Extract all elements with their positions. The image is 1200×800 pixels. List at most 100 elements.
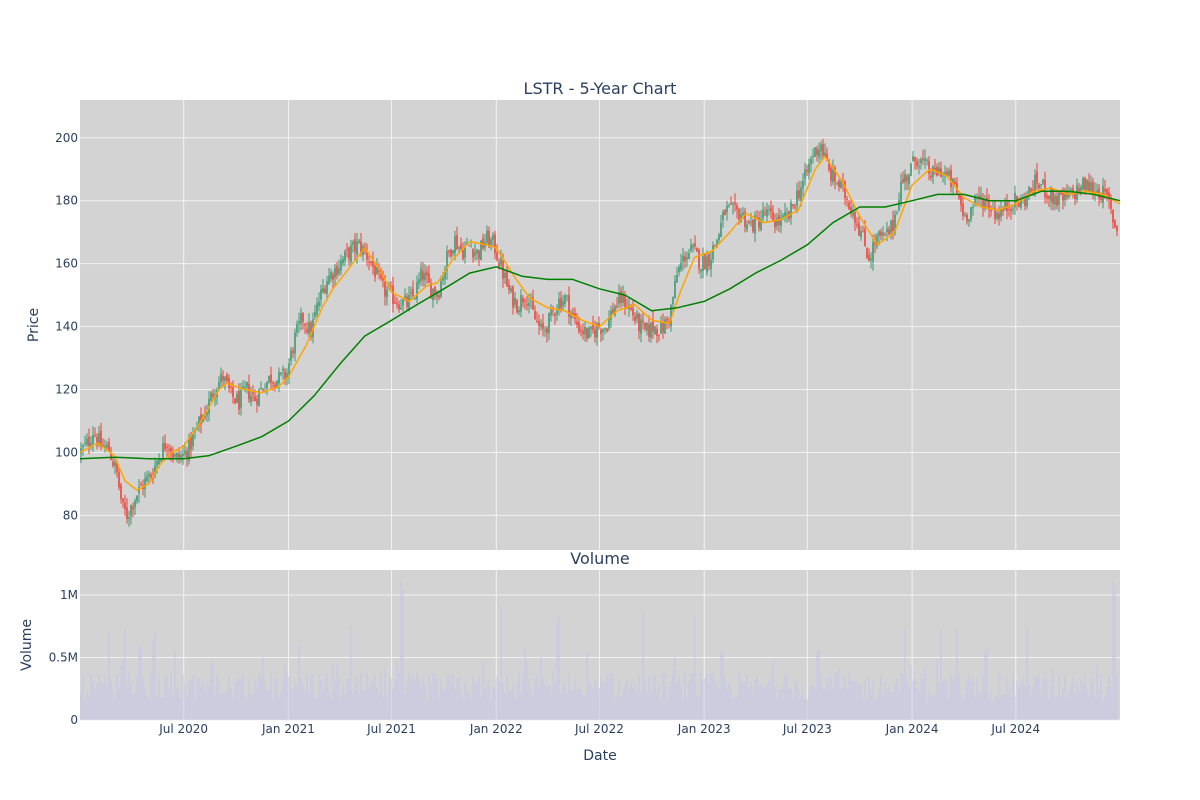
candle-body [228, 378, 230, 389]
candle-body [560, 297, 562, 309]
candle-body [1050, 186, 1052, 202]
candle-body [460, 244, 462, 250]
candle-body [346, 248, 348, 250]
volume-bar [686, 697, 688, 720]
volume-bar [712, 673, 714, 720]
candle-body [672, 297, 674, 305]
candle-body [620, 290, 622, 303]
volume-bar [114, 699, 116, 720]
candle-body [1084, 177, 1086, 190]
volume-bar [1104, 696, 1106, 720]
volume-bar [370, 681, 372, 720]
candle-body [728, 205, 730, 207]
candle-body [676, 275, 678, 283]
volume-bar [334, 680, 336, 720]
volume-bar [982, 675, 984, 720]
volume-bar [818, 649, 820, 720]
volume-bar [868, 675, 870, 720]
volume-bar [926, 700, 928, 720]
candle-body [854, 211, 856, 223]
volume-bar [640, 693, 642, 720]
volume-bar [376, 688, 378, 720]
candle-body [156, 461, 158, 466]
candle-body [322, 287, 324, 293]
candle-body [972, 206, 974, 209]
volume-bar [152, 639, 154, 720]
volume-bar [446, 675, 448, 720]
volume-bar [468, 692, 470, 720]
volume-bar [398, 673, 400, 720]
candle-body [1048, 195, 1050, 200]
candle-body [654, 326, 656, 335]
volume-bar [778, 689, 780, 720]
candle-body [164, 443, 166, 450]
candle-body [856, 224, 858, 226]
candle-body [352, 241, 354, 245]
volume-bar [440, 679, 442, 720]
volume-bar [886, 690, 888, 720]
volume-bar [892, 691, 894, 720]
volume-bar [1040, 694, 1042, 720]
volume-bar [288, 676, 290, 720]
candle-body [926, 160, 928, 162]
candle-body [474, 251, 476, 256]
candle-body [618, 292, 620, 304]
volume-bar [400, 582, 402, 720]
volume-bar [182, 673, 184, 720]
volume-bar [1054, 697, 1056, 720]
volume-bar [720, 652, 722, 720]
volume-bar [460, 691, 462, 720]
volume-bar [666, 700, 668, 720]
volume-bar [276, 677, 278, 720]
candle-body [356, 241, 358, 255]
candle-body [860, 231, 862, 238]
volume-bar [332, 663, 334, 720]
volume-bar [690, 673, 692, 720]
volume-bar [774, 687, 776, 720]
volume-bar [626, 679, 628, 720]
volume-bar [586, 653, 588, 720]
candle-body [130, 505, 132, 516]
volume-bar [542, 676, 544, 720]
volume-bar [90, 674, 92, 720]
candle-body [386, 290, 388, 298]
candle-body [812, 155, 814, 157]
volume-bar [92, 681, 94, 720]
volume-bar [128, 673, 130, 720]
volume-bar [1068, 691, 1070, 720]
volume-bar [320, 680, 322, 720]
candle-body [188, 437, 190, 461]
volume-bar [352, 694, 354, 720]
candle-body [92, 434, 94, 444]
candle-body [100, 430, 102, 448]
candle-body [904, 174, 906, 183]
volume-bar [718, 688, 720, 720]
volume-bar [808, 693, 810, 720]
candle-body [710, 259, 712, 269]
candle-body [948, 170, 950, 176]
volume-bar [358, 692, 360, 720]
candle-body [1116, 225, 1118, 232]
candle-body [320, 289, 322, 300]
volume-bar [744, 681, 746, 720]
volume-bar [1088, 696, 1090, 720]
candle-body [820, 144, 822, 152]
volume-bar [948, 697, 950, 720]
candle-body [404, 295, 406, 298]
volume-bar [844, 676, 846, 720]
volume-bar [796, 683, 798, 720]
candle-body [332, 274, 334, 280]
volume-bar [642, 610, 644, 720]
candle-body [1010, 209, 1012, 212]
volume-bar [1064, 675, 1066, 720]
volume-y-tick-label: 0.5M [49, 651, 78, 665]
volume-bar [142, 677, 144, 720]
volume-bar [330, 698, 332, 720]
volume-bar [566, 693, 568, 720]
volume-bar [704, 677, 706, 720]
volume-bar [1106, 687, 1108, 720]
candle-body [582, 331, 584, 334]
volume-bar [728, 682, 730, 720]
candle-body [906, 176, 908, 181]
